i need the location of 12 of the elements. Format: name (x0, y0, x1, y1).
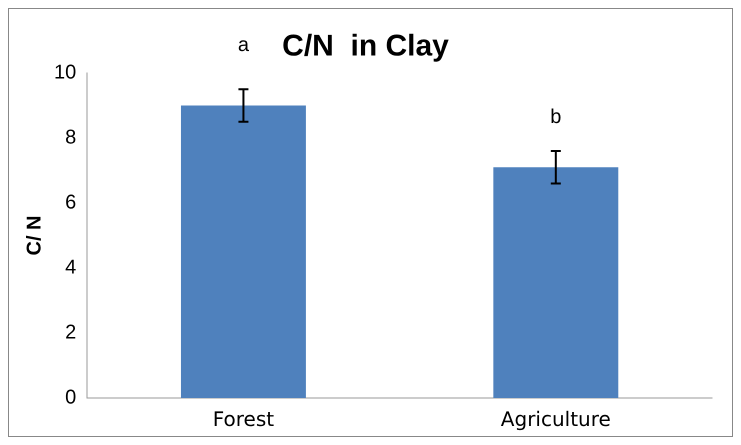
y-tick-label: 4 (65, 256, 76, 279)
y-tick-label: 2 (65, 322, 76, 344)
chart-title: C/N in Clay (282, 29, 450, 62)
y-tick-label: 8 (65, 126, 76, 149)
annotation: b (550, 106, 562, 128)
y-axis-title: C/ N (24, 216, 46, 256)
x-tick-label: Forest (212, 407, 274, 432)
y-tick-label: 6 (65, 192, 76, 214)
text: a (238, 34, 250, 56)
x-tick-label: Agriculture (500, 407, 611, 432)
y-tick-label: 0 (65, 386, 76, 409)
y-tick-label: 10 (54, 62, 76, 84)
